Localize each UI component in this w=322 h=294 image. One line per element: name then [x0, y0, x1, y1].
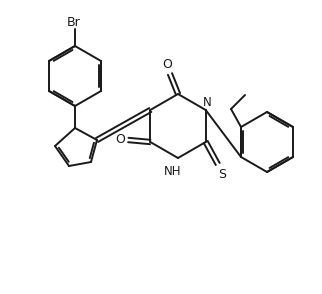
- Text: S: S: [218, 168, 226, 181]
- Text: N: N: [203, 96, 212, 108]
- Text: Br: Br: [67, 16, 81, 29]
- Text: NH: NH: [164, 165, 182, 178]
- Text: O: O: [115, 133, 125, 146]
- Text: O: O: [162, 58, 172, 71]
